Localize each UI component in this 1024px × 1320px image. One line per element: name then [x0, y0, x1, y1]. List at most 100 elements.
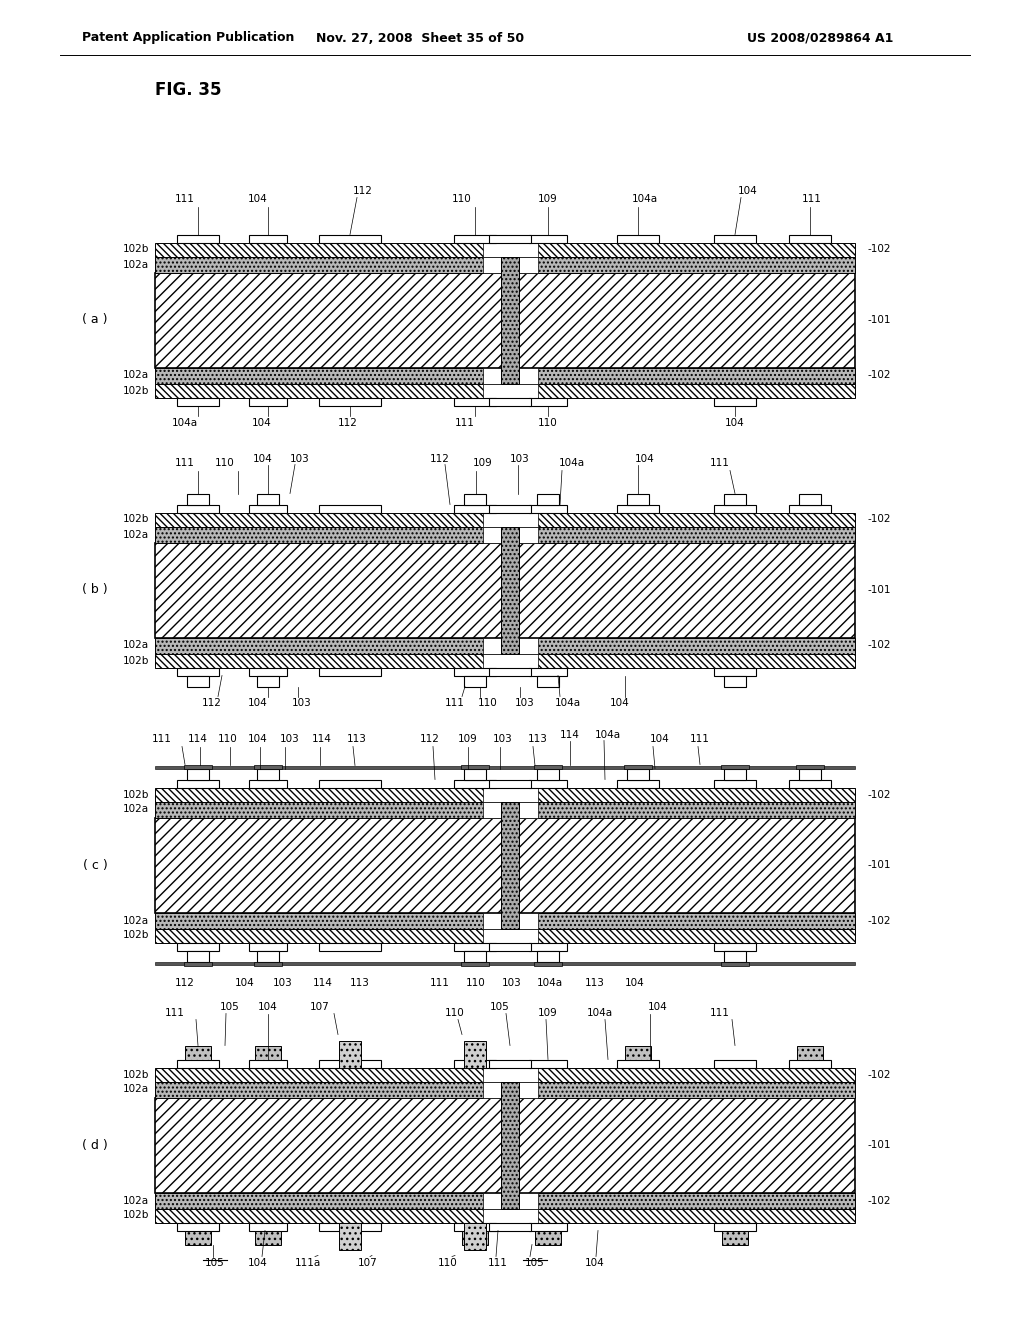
Bar: [155, 653, 855, 668]
Bar: [537, 768, 559, 780]
Bar: [155, 912, 855, 928]
Bar: [534, 764, 562, 768]
Text: 104: 104: [610, 698, 630, 709]
Text: ( b ): ( b ): [82, 583, 108, 597]
Text: 104: 104: [236, 978, 255, 987]
Bar: [339, 1222, 361, 1250]
Bar: [529, 942, 567, 950]
Bar: [187, 676, 209, 686]
Text: -102: -102: [867, 916, 891, 925]
Text: 109: 109: [473, 458, 493, 469]
Bar: [155, 543, 855, 638]
Text: 111: 111: [488, 1258, 508, 1269]
Text: 113: 113: [347, 734, 367, 744]
Bar: [254, 764, 282, 768]
Bar: [187, 494, 209, 504]
Bar: [461, 961, 489, 965]
Text: ( a ): ( a ): [82, 314, 108, 326]
Text: 104: 104: [585, 1258, 605, 1269]
Bar: [454, 504, 496, 512]
Bar: [721, 961, 749, 965]
Text: -102: -102: [867, 244, 891, 255]
Text: 113: 113: [350, 978, 370, 987]
Bar: [464, 494, 486, 504]
Text: -101: -101: [867, 585, 891, 595]
Text: 104a: 104a: [595, 730, 622, 739]
Text: 112: 112: [175, 978, 195, 987]
Bar: [155, 527, 855, 543]
Text: 107: 107: [358, 1258, 378, 1269]
Bar: [617, 780, 659, 788]
Bar: [319, 780, 381, 788]
Text: 104: 104: [648, 1002, 668, 1012]
Text: ( d ): ( d ): [82, 1138, 108, 1151]
Bar: [529, 1060, 567, 1068]
Text: FIG. 35: FIG. 35: [155, 81, 221, 99]
Text: ( c ): ( c ): [83, 858, 108, 871]
Text: 107: 107: [310, 1002, 330, 1012]
Text: -101: -101: [867, 315, 891, 325]
Bar: [483, 912, 538, 928]
Bar: [155, 1209, 855, 1222]
Bar: [724, 676, 746, 686]
Bar: [155, 512, 855, 527]
Text: 110: 110: [453, 194, 472, 205]
Bar: [483, 384, 538, 397]
Bar: [249, 1222, 287, 1230]
Text: 102b: 102b: [123, 931, 150, 940]
Bar: [155, 256, 855, 272]
Bar: [462, 1230, 488, 1245]
Text: 103: 103: [292, 698, 312, 709]
Bar: [489, 780, 531, 788]
Bar: [714, 1060, 756, 1068]
Bar: [155, 766, 855, 768]
Text: 102b: 102b: [123, 1210, 150, 1221]
Bar: [529, 780, 567, 788]
Text: 110: 110: [466, 978, 485, 987]
Text: 103: 103: [510, 454, 529, 463]
Bar: [483, 256, 538, 272]
Bar: [617, 235, 659, 243]
Bar: [454, 668, 496, 676]
Bar: [489, 1060, 531, 1068]
Text: 103: 103: [290, 454, 310, 463]
Text: 103: 103: [273, 978, 293, 987]
Text: 102b: 102b: [123, 385, 150, 396]
Text: 104a: 104a: [632, 194, 658, 205]
Text: 104a: 104a: [559, 458, 585, 469]
Bar: [529, 1222, 567, 1230]
Text: 104: 104: [625, 978, 645, 987]
Text: US 2008/0289864 A1: US 2008/0289864 A1: [746, 32, 893, 45]
Bar: [714, 504, 756, 512]
Bar: [184, 961, 212, 965]
Text: 105: 105: [525, 1258, 545, 1269]
Text: 109: 109: [458, 734, 478, 744]
Bar: [177, 235, 219, 243]
Text: 113: 113: [585, 978, 605, 987]
Text: 104: 104: [248, 734, 268, 744]
Bar: [537, 950, 559, 961]
Text: Nov. 27, 2008  Sheet 35 of 50: Nov. 27, 2008 Sheet 35 of 50: [316, 32, 524, 45]
Text: 102a: 102a: [123, 1196, 150, 1205]
Text: 112: 112: [338, 417, 358, 428]
Bar: [489, 504, 531, 512]
Bar: [534, 961, 562, 965]
Bar: [185, 1230, 211, 1245]
Bar: [627, 494, 649, 504]
Text: 114: 114: [560, 730, 580, 739]
Bar: [799, 768, 821, 780]
Bar: [454, 780, 496, 788]
Bar: [249, 942, 287, 950]
Bar: [319, 235, 381, 243]
Bar: [319, 397, 381, 405]
Text: 104a: 104a: [537, 978, 563, 987]
Bar: [454, 1222, 496, 1230]
Bar: [627, 768, 649, 780]
Text: 105: 105: [490, 1002, 510, 1012]
Bar: [529, 668, 567, 676]
Bar: [464, 676, 486, 686]
Text: 110: 110: [478, 698, 498, 709]
Bar: [483, 638, 538, 653]
Text: 110: 110: [445, 1007, 465, 1018]
Text: 109: 109: [539, 1007, 558, 1018]
